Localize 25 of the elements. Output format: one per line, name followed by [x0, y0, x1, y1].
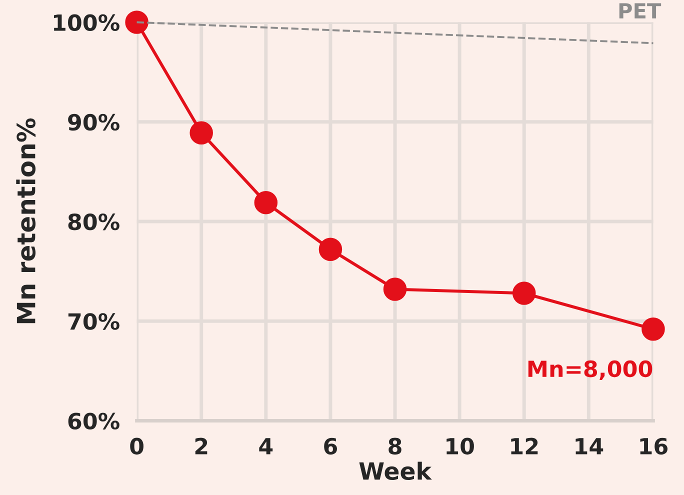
x-tick-label: 10 — [446, 438, 474, 455]
y-tick-label: 70% — [68, 313, 120, 330]
x-tick-label: 8 — [388, 438, 402, 455]
point — [512, 282, 536, 305]
series-label: PET — [619, 3, 662, 18]
point — [254, 190, 278, 214]
y-axis-title: Mn retention% — [16, 118, 36, 324]
point — [125, 10, 148, 34]
y-tick-label: 60% — [68, 412, 120, 430]
x-tick-label: 14 — [576, 438, 604, 454]
x-axis-title: Week — [359, 462, 432, 480]
series-label: Mn=8,000 — [528, 360, 652, 380]
y-tick-label: 80% — [68, 213, 120, 230]
x-tick-label: 4 — [259, 438, 273, 454]
point — [383, 278, 407, 301]
x-tick-label: 12 — [511, 438, 538, 454]
y-tick-label: 100% — [54, 14, 120, 32]
x-tick-label: 2 — [195, 438, 208, 454]
y-tick-label: 90% — [68, 114, 120, 131]
x-tick-label: 6 — [324, 438, 337, 455]
point — [318, 238, 342, 262]
x-tick-label: 16 — [640, 438, 668, 455]
x-tick-label: 0 — [130, 438, 144, 455]
point — [642, 317, 665, 341]
point — [190, 121, 213, 144]
